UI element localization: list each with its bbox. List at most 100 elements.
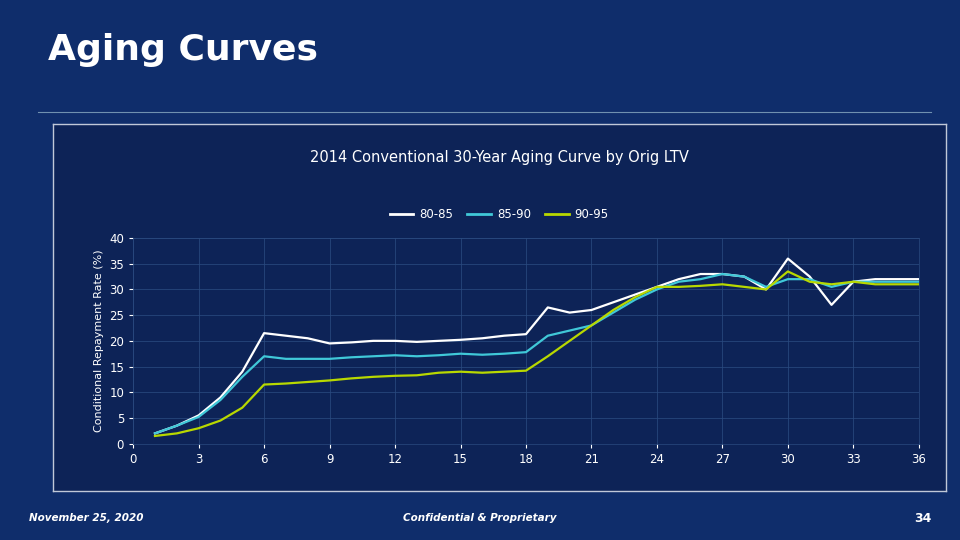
- 80-85: [716, 271, 728, 277]
- 85-90: [913, 279, 924, 285]
- 80-85: [760, 286, 772, 293]
- 85-90: [411, 353, 422, 360]
- 90-95: [564, 338, 575, 344]
- 80-85: [280, 333, 292, 339]
- 90-95: [870, 281, 881, 287]
- Text: 34: 34: [914, 512, 931, 525]
- 90-95: [673, 284, 684, 290]
- 85-90: [738, 273, 750, 280]
- Line: 85-90: 85-90: [155, 274, 919, 434]
- 80-85: [520, 331, 532, 338]
- 85-90: [520, 349, 532, 355]
- 85-90: [695, 276, 707, 282]
- 85-90: [215, 397, 227, 403]
- 90-95: [324, 377, 335, 384]
- 85-90: [346, 354, 357, 361]
- 80-85: [891, 276, 902, 282]
- 85-90: [390, 352, 401, 359]
- 90-95: [848, 279, 859, 285]
- 80-85: [870, 276, 881, 282]
- 80-85: [368, 338, 379, 344]
- 90-95: [738, 284, 750, 290]
- 90-95: [520, 367, 532, 374]
- 85-90: [630, 296, 641, 303]
- Y-axis label: Conditional Repayment Rate (%): Conditional Repayment Rate (%): [94, 249, 104, 432]
- 85-90: [280, 356, 292, 362]
- 80-85: [302, 335, 314, 341]
- 90-95: [760, 286, 772, 293]
- 90-95: [476, 369, 488, 376]
- 90-95: [542, 353, 554, 360]
- 90-95: [651, 284, 662, 290]
- Line: 90-95: 90-95: [155, 272, 919, 436]
- 80-85: [149, 430, 160, 437]
- 90-95: [716, 281, 728, 287]
- Text: Confidential & Proprietary: Confidential & Proprietary: [403, 514, 557, 523]
- 80-85: [433, 338, 444, 344]
- 85-90: [476, 352, 488, 358]
- Line: 80-85: 80-85: [155, 259, 919, 434]
- 90-95: [411, 372, 422, 379]
- 85-90: [891, 279, 902, 285]
- 85-90: [608, 309, 619, 316]
- 90-95: [804, 279, 815, 285]
- 80-85: [346, 339, 357, 346]
- 85-90: [324, 356, 335, 362]
- 85-90: [258, 353, 270, 360]
- 85-90: [804, 276, 815, 282]
- 90-95: [782, 268, 794, 275]
- 85-90: [870, 279, 881, 285]
- 90-95: [826, 281, 837, 287]
- 80-85: [455, 336, 467, 343]
- 90-95: [149, 433, 160, 439]
- 80-85: [564, 309, 575, 316]
- 85-90: [368, 353, 379, 360]
- 85-90: [826, 284, 837, 290]
- 90-95: [302, 379, 314, 385]
- 85-90: [433, 352, 444, 359]
- 80-85: [782, 255, 794, 262]
- 90-95: [390, 373, 401, 379]
- 90-95: [630, 294, 641, 300]
- 80-85: [848, 279, 859, 285]
- 80-85: [193, 412, 204, 418]
- 85-90: [716, 271, 728, 277]
- 80-85: [236, 368, 248, 375]
- 80-85: [695, 271, 707, 277]
- 90-95: [608, 307, 619, 313]
- 90-95: [455, 368, 467, 375]
- 90-95: [236, 404, 248, 411]
- 85-90: [782, 276, 794, 282]
- 85-90: [455, 350, 467, 357]
- 85-90: [848, 279, 859, 285]
- 90-95: [346, 375, 357, 382]
- 90-95: [891, 281, 902, 287]
- 90-95: [171, 430, 182, 437]
- 85-90: [542, 333, 554, 339]
- 85-90: [193, 414, 204, 420]
- 80-85: [630, 292, 641, 298]
- 85-90: [236, 374, 248, 380]
- 85-90: [498, 350, 510, 357]
- 85-90: [651, 286, 662, 293]
- 80-85: [171, 422, 182, 429]
- 85-90: [149, 430, 160, 437]
- 80-85: [411, 339, 422, 345]
- 80-85: [498, 333, 510, 339]
- 80-85: [476, 335, 488, 341]
- 85-90: [564, 327, 575, 334]
- 80-85: [542, 304, 554, 310]
- Text: November 25, 2020: November 25, 2020: [29, 514, 143, 523]
- 85-90: [760, 284, 772, 290]
- Legend: 80-85, 85-90, 90-95: 80-85, 85-90, 90-95: [385, 204, 613, 226]
- 80-85: [608, 299, 619, 306]
- 90-95: [258, 381, 270, 388]
- 90-95: [193, 425, 204, 431]
- 80-85: [804, 273, 815, 280]
- 90-95: [433, 369, 444, 376]
- 80-85: [738, 273, 750, 280]
- 80-85: [258, 330, 270, 336]
- 85-90: [586, 322, 597, 329]
- 80-85: [651, 284, 662, 290]
- 90-95: [280, 380, 292, 387]
